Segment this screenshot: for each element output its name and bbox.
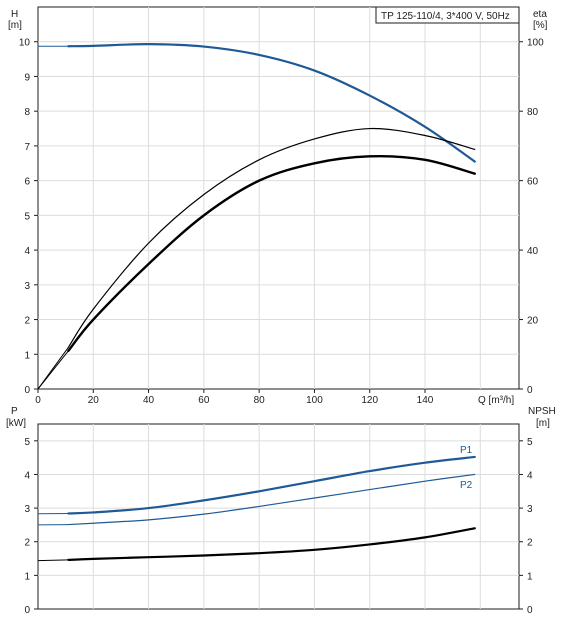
power-npsh-panel: 0 1 2 3 4 5 0 1 2 3 4 5 P [kW] NPSH [m] P1 P2: [6, 406, 556, 616]
h-tick-label: 3: [24, 281, 30, 292]
left-axis-label-h: H: [11, 9, 18, 20]
h-tick-label: 8: [24, 107, 30, 118]
npsh-tick-label: 1: [527, 571, 533, 582]
p-tick-label: 4: [24, 470, 30, 481]
eta-tick-label: 100: [527, 38, 544, 49]
h-tick-label: 5: [24, 211, 30, 222]
left-axis-unit-m: [m]: [8, 20, 22, 31]
top-series: [37, 43, 476, 390]
eta-tick-label: 60: [527, 177, 539, 188]
h-tick-label: 2: [24, 316, 30, 327]
top-grid: [38, 7, 519, 389]
bottom-ticks: 0 1 2 3 4 5 0 1 2 3 4 5: [24, 437, 533, 616]
npsh-curve: [67, 527, 476, 561]
bottom-grid: [38, 424, 519, 609]
npsh-tick-label: 4: [527, 470, 533, 481]
right-axis-unit-m: [m]: [536, 418, 550, 429]
x-tick-label: 0: [35, 395, 41, 406]
top-plot-frame: [37, 6, 520, 390]
p-tick-label: 2: [24, 538, 30, 549]
p-tick-label: 0: [24, 605, 30, 616]
x-tick-label: 140: [417, 395, 434, 406]
eta-tick-label: 20: [527, 316, 539, 327]
right-axis-unit-percent: [%]: [533, 20, 548, 31]
bottom-plot-frame: [37, 423, 520, 610]
x-tick-label: 40: [143, 395, 155, 406]
efficiency-curve-thin: [67, 127, 476, 348]
npsh-tick-label: 5: [527, 437, 533, 448]
h-tick-label: 1: [24, 350, 30, 361]
h-tick-label: 4: [24, 246, 30, 257]
x-tick-label: 100: [306, 395, 323, 406]
head-curve: [67, 43, 476, 163]
h-tick-label: 10: [19, 38, 31, 49]
npsh-tick-label: 2: [527, 538, 533, 549]
bottom-series: [37, 455, 476, 562]
head-efficiency-panel: 0 20 40 60 80 100 120 1400123456789100204060801…: [8, 6, 548, 406]
eta-tick-label: 80: [527, 107, 539, 118]
x-tick-label: 80: [254, 395, 266, 406]
x-tick-label: 120: [361, 395, 378, 406]
chart-title: TP 125-110/4, 3*400 V, 50Hz: [381, 11, 510, 22]
efficiency-curve-thick: [67, 154, 476, 352]
h-tick-label: 6: [24, 177, 30, 188]
npsh-tick-label: 0: [527, 605, 533, 616]
series-label-p2: P2: [460, 480, 473, 491]
right-axis-label-npsh: NPSH: [528, 406, 556, 417]
left-axis-unit-kw: [kW]: [6, 418, 26, 429]
p-tick-label: 1: [24, 571, 30, 582]
efficiency-curve-thick-leadin: [37, 350, 69, 390]
eta-tick-label: 40: [527, 246, 539, 257]
h-tick-label: 9: [24, 72, 30, 83]
right-axis-label-eta: eta: [533, 9, 547, 20]
top-ticks: 0 20 40 60 80 100 120 1400123456789100204060801…: [19, 38, 544, 406]
left-axis-label-p: P: [11, 406, 18, 417]
npsh-tick-label: 3: [527, 504, 533, 515]
x-axis-label: Q [m³/h]: [478, 395, 514, 406]
p-tick-label: 5: [24, 437, 30, 448]
title-box: [375, 6, 520, 24]
h-tick-label: 0: [24, 385, 30, 396]
p-tick-label: 3: [24, 504, 30, 515]
eta-tick-label: 0: [527, 385, 533, 396]
p1-curve: [67, 455, 476, 515]
p2-curve: [67, 473, 476, 526]
series-label-p1: P1: [460, 445, 473, 456]
npsh-curve-leadin: [37, 559, 69, 562]
x-tick-label: 20: [88, 395, 100, 406]
x-tick-label: 60: [198, 395, 210, 406]
h-tick-label: 7: [24, 142, 30, 153]
